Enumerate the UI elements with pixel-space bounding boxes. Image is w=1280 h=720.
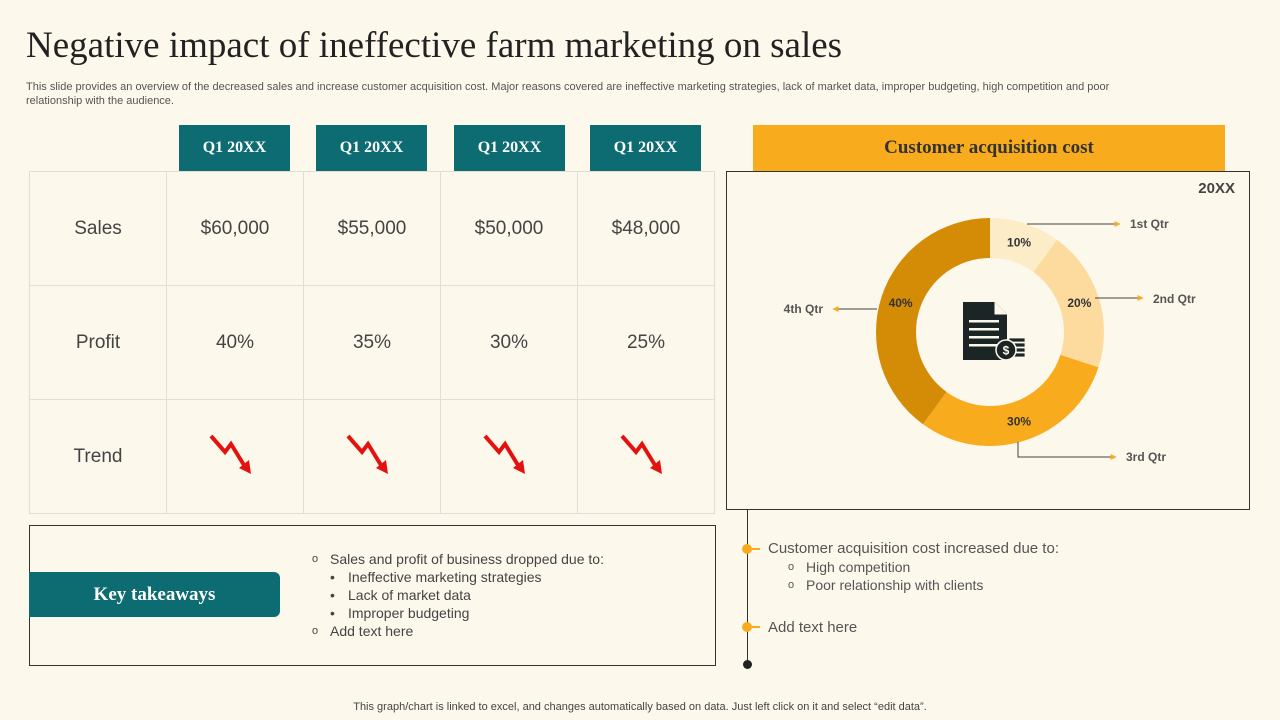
slice-data-label: 20% bbox=[1067, 296, 1091, 310]
table-cell: 25% bbox=[577, 285, 715, 400]
list-item: Add text here bbox=[312, 622, 604, 640]
key-takeaways-list: Sales and profit of business dropped due… bbox=[312, 550, 604, 640]
svg-text:$: $ bbox=[1003, 344, 1010, 358]
cac-chart-box: 20XX 10% 20% 30% 40% 1st Qtr 2nd Qtr 3rd Qtr 4t… bbox=[726, 171, 1250, 510]
trend-cell bbox=[440, 399, 578, 514]
quarter-header: Q1 20XX bbox=[179, 125, 290, 171]
down-trend-arrow-icon bbox=[483, 434, 525, 474]
down-trend-arrow-icon bbox=[346, 434, 388, 474]
row-label: Trend bbox=[29, 399, 167, 514]
quarter-header: Q1 20XX bbox=[316, 125, 427, 171]
page-subtitle: This slide provides an overview of the d… bbox=[26, 81, 1110, 107]
table-cell: $60,000 bbox=[166, 171, 304, 286]
add-text: Add text here bbox=[768, 619, 858, 636]
list-item: Ineffective marketing strategies bbox=[312, 568, 604, 586]
quarter-header: Q1 20XX bbox=[454, 125, 565, 171]
slice-data-label: 40% bbox=[889, 296, 913, 310]
trend-cell bbox=[577, 399, 715, 514]
timeline-end-dot bbox=[743, 660, 752, 669]
category-label: 3rd Qtr bbox=[1126, 450, 1166, 464]
category-label: 1st Qtr bbox=[1130, 217, 1169, 231]
table-cell: $48,000 bbox=[577, 171, 715, 286]
down-trend-arrow-icon bbox=[620, 434, 662, 474]
list-item: Sales and profit of business dropped due… bbox=[312, 550, 604, 568]
row-label: Profit bbox=[29, 285, 167, 400]
table-cell: 40% bbox=[166, 285, 304, 400]
timeline-line bbox=[747, 510, 748, 665]
slice-data-label: 10% bbox=[1007, 236, 1031, 250]
donut-slice bbox=[876, 218, 990, 425]
table-cell: $50,000 bbox=[440, 171, 578, 286]
key-takeaways-label: Key takeaways bbox=[29, 572, 280, 617]
table-row: Trend bbox=[29, 399, 715, 514]
donut-slice bbox=[990, 218, 1058, 273]
table-row: Profit 40% 35% 30% 25% bbox=[29, 285, 715, 400]
table-cell: 35% bbox=[303, 285, 441, 400]
donut-slice bbox=[1033, 239, 1104, 368]
donut-chart: 10% 20% 30% 40% 1st Qtr 2nd Qtr 3rd Qtr 4th Qtr… bbox=[784, 217, 1196, 464]
category-label: 4th Qtr bbox=[784, 302, 824, 316]
timeline-dot bbox=[742, 544, 760, 554]
list-item: High competition bbox=[768, 558, 1059, 576]
page-title: Negative impact of ineffective farm mark… bbox=[26, 25, 843, 66]
down-trend-arrow-icon bbox=[209, 434, 251, 474]
trend-cell bbox=[303, 399, 441, 514]
leader-line bbox=[1017, 442, 1117, 460]
list-item: Improper budgeting bbox=[312, 604, 604, 622]
cac-notes: Customer acquisition cost increased due … bbox=[768, 540, 1059, 594]
table-cell: 30% bbox=[440, 285, 578, 400]
footer-note: This graph/chart is linked to excel, and… bbox=[353, 701, 927, 713]
sales-profit-table: Sales $60,000 $55,000 $50,000 $48,000 Pr… bbox=[29, 171, 715, 514]
category-label: 2nd Qtr bbox=[1153, 292, 1196, 306]
list-item: Customer acquisition cost increased due … bbox=[768, 540, 1059, 557]
donut-slice bbox=[922, 354, 1099, 446]
quarter-header: Q1 20XX bbox=[590, 125, 701, 171]
timeline-dot bbox=[742, 622, 760, 632]
cac-heading: Customer acquisition cost bbox=[753, 125, 1225, 171]
chart-year: 20XX bbox=[1198, 180, 1235, 197]
list-item: Lack of market data bbox=[312, 586, 604, 604]
list-item: Poor relationship with clients bbox=[768, 576, 1059, 594]
slice-data-label: 30% bbox=[1007, 414, 1031, 428]
table-row: Sales $60,000 $55,000 $50,000 $48,000 bbox=[29, 171, 715, 286]
trend-cell bbox=[166, 399, 304, 514]
table-cell: $55,000 bbox=[303, 171, 441, 286]
row-label: Sales bbox=[29, 171, 167, 286]
invoice-dollar-icon: $ bbox=[963, 302, 1026, 361]
